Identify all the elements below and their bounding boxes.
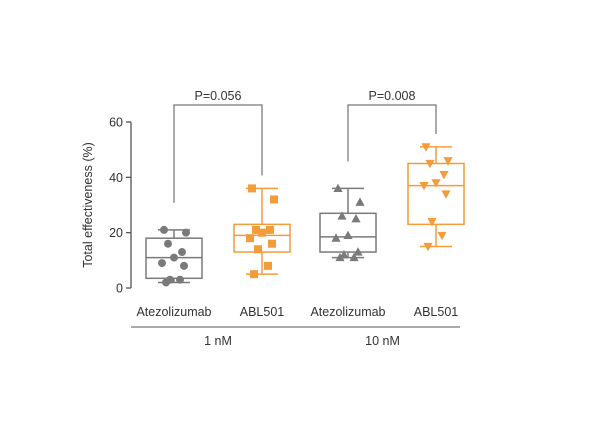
comparison-bracket: P=0.008 [347,89,437,162]
data-point-circle [176,275,184,284]
p-value-label: P=0.056 [195,89,242,103]
data-point-square [246,234,254,243]
data-point-triangle-up [343,230,353,240]
y-tick-label: 20 [109,226,123,240]
category-label: Atezolizumab [136,305,211,319]
data-point-triangle-down [423,242,433,252]
data-point-triangle-down [427,218,437,227]
data-point-triangle-down [431,179,441,188]
category-label: ABL501 [240,305,285,319]
p-value-label: P=0.008 [369,89,416,103]
bracket-line [173,104,263,203]
y-tick-label: 0 [116,282,123,296]
data-point-circle [160,225,168,234]
data-point-square [250,270,258,279]
data-point-triangle-up [337,211,347,220]
data-point-triangle-up [349,252,359,262]
box-3 [407,143,465,252]
box-iqr [407,162,465,226]
box-2 [319,183,377,262]
data-point-triangle-up [333,183,343,192]
data-point-square [266,225,274,234]
data-point-square [270,195,278,204]
data-point-triangle-up [353,247,363,256]
data-point-triangle-down [419,182,429,191]
data-point-triangle-down [421,143,431,152]
data-point-triangle-down [443,157,453,166]
category-label: Atezolizumab [310,305,385,319]
data-point-triangle-up [355,197,365,206]
data-point-square [258,228,266,237]
box-series [145,143,465,287]
box-1 [233,184,291,279]
data-point-square [268,239,276,248]
data-point-circle [180,261,188,270]
category-label: ABL501 [414,305,459,319]
data-point-triangle-down [439,170,449,180]
box-iqr [319,212,377,253]
group-label: 1 nM [204,334,232,348]
data-point-square [254,245,262,254]
y-axis-label: Total effectiveness (%) [81,142,95,268]
data-point-circle [164,239,172,248]
group-label: 10 nM [365,334,400,348]
data-point-circle [170,253,178,262]
data-point-triangle-down [441,190,451,199]
y-tick-label: 60 [109,116,123,130]
data-point-triangle-up [351,214,361,223]
comparison-bracket: P=0.056 [173,89,263,203]
axes: 0 20 40 60 [109,116,132,296]
bracket-line [347,104,437,162]
category-labels: Atezolizumab ABL501 Atezolizumab ABL501 1 nM… [131,305,460,348]
data-point-square [252,225,260,234]
data-point-circle [162,278,170,287]
data-point-circle [182,228,190,237]
data-point-circle [158,259,166,268]
data-point-circle [178,248,186,257]
data-point-triangle-up [331,233,341,242]
data-point-square [264,261,272,270]
comparison-brackets: P=0.056 P=0.008 [173,89,437,203]
data-point-triangle-down [425,159,435,169]
data-point-square [248,184,256,193]
y-tick-label: 40 [109,171,123,185]
data-point-triangle-down [437,231,447,241]
data-point-triangle-up [335,252,345,262]
box-0 [145,225,203,287]
